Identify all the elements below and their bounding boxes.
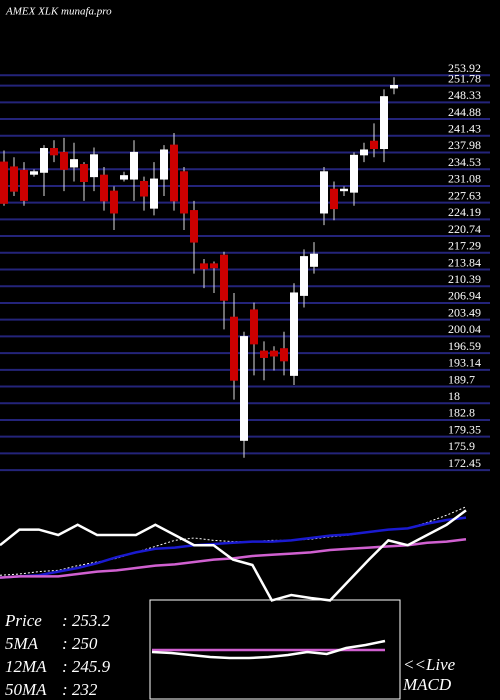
y-tick-label: 200.04 xyxy=(448,322,481,336)
stat-value: : 232 xyxy=(62,680,98,699)
candle-body xyxy=(370,140,378,150)
y-tick-label: 227.63 xyxy=(448,188,481,202)
y-tick-label: 210.39 xyxy=(448,272,481,286)
candle-body xyxy=(390,85,398,89)
candle-body xyxy=(280,348,288,362)
y-tick-label: 182.8 xyxy=(448,406,475,420)
candle-body xyxy=(220,254,228,301)
candle-body xyxy=(170,144,178,202)
y-tick-label: 196.59 xyxy=(448,339,481,353)
candle-body xyxy=(20,169,28,201)
stat-value: : 245.9 xyxy=(62,657,111,676)
stat-label: 50MA xyxy=(5,680,47,699)
y-tick-label: 213.84 xyxy=(448,255,481,269)
candle-body xyxy=(320,171,328,214)
candle-body xyxy=(140,180,148,197)
candle-body xyxy=(270,350,278,357)
y-tick-label: 175.9 xyxy=(448,439,475,453)
candle-body xyxy=(260,350,268,358)
stat-value: : 253.2 xyxy=(62,611,111,630)
macd-link[interactable]: <<Live xyxy=(403,655,456,674)
indicator-line xyxy=(151,639,386,660)
candle-body xyxy=(350,154,358,193)
macd-link[interactable]: MACD xyxy=(402,675,452,694)
candle-body xyxy=(210,263,218,269)
candle-body xyxy=(80,164,88,182)
y-tick-label: 206.94 xyxy=(448,289,481,303)
candle-body xyxy=(290,292,298,376)
candle-body xyxy=(150,178,158,209)
y-tick-label: 224.19 xyxy=(448,205,481,219)
y-tick-label: 231.08 xyxy=(448,172,481,186)
candle-body xyxy=(0,161,8,204)
candle-body xyxy=(160,149,168,180)
y-tick-label: 253.92 xyxy=(448,61,481,75)
y-tick-label: 244.88 xyxy=(448,105,481,119)
y-tick-label: 193.14 xyxy=(448,356,481,370)
candle-body xyxy=(30,171,38,175)
y-tick-label: 189.7 xyxy=(448,372,475,386)
candle-body xyxy=(70,159,78,168)
candle-body xyxy=(240,336,248,441)
candle-body xyxy=(250,309,258,345)
candle-body xyxy=(120,175,128,180)
candle-body xyxy=(330,188,338,210)
candle-body xyxy=(300,256,308,296)
candle-body xyxy=(40,148,48,173)
candle-body xyxy=(60,151,68,170)
candle-body xyxy=(200,263,208,270)
y-tick-label: 172.45 xyxy=(448,456,481,470)
stat-label: 5MA xyxy=(5,634,39,653)
y-tick-label: 203.49 xyxy=(448,305,481,319)
candle-body xyxy=(310,253,318,267)
y-tick-label: 220.74 xyxy=(448,222,481,236)
chart-title: AMEX XLK munafa.pro xyxy=(5,6,112,18)
candle-body xyxy=(360,149,368,156)
y-tick-label: 237.98 xyxy=(448,138,481,152)
candle-body xyxy=(340,188,348,192)
y-tick-label: 217.29 xyxy=(448,239,481,253)
y-tick-label: 241.43 xyxy=(448,122,481,136)
candle-body xyxy=(230,316,238,381)
candle-body xyxy=(50,148,58,156)
y-tick-label: 248.33 xyxy=(448,88,481,102)
candle-body xyxy=(100,174,108,202)
y-tick-label: 179.35 xyxy=(448,422,481,436)
candle-body xyxy=(90,154,98,178)
candle-body xyxy=(130,151,138,180)
stat-value: : 250 xyxy=(62,634,98,653)
y-tick-label: 18 xyxy=(448,389,460,403)
stat-label: 12MA xyxy=(5,657,47,676)
stat-label: Price xyxy=(4,611,42,630)
indicator-line xyxy=(0,506,467,576)
candle-body xyxy=(110,190,118,214)
indicator-line xyxy=(0,516,467,579)
candle-body xyxy=(10,166,18,192)
candle-body xyxy=(380,96,388,150)
y-tick-label: 234.53 xyxy=(448,155,481,169)
y-tick-label: 251.78 xyxy=(448,71,481,85)
candle-body xyxy=(190,210,198,243)
indicator-line xyxy=(0,509,467,602)
candle-body xyxy=(180,171,188,214)
